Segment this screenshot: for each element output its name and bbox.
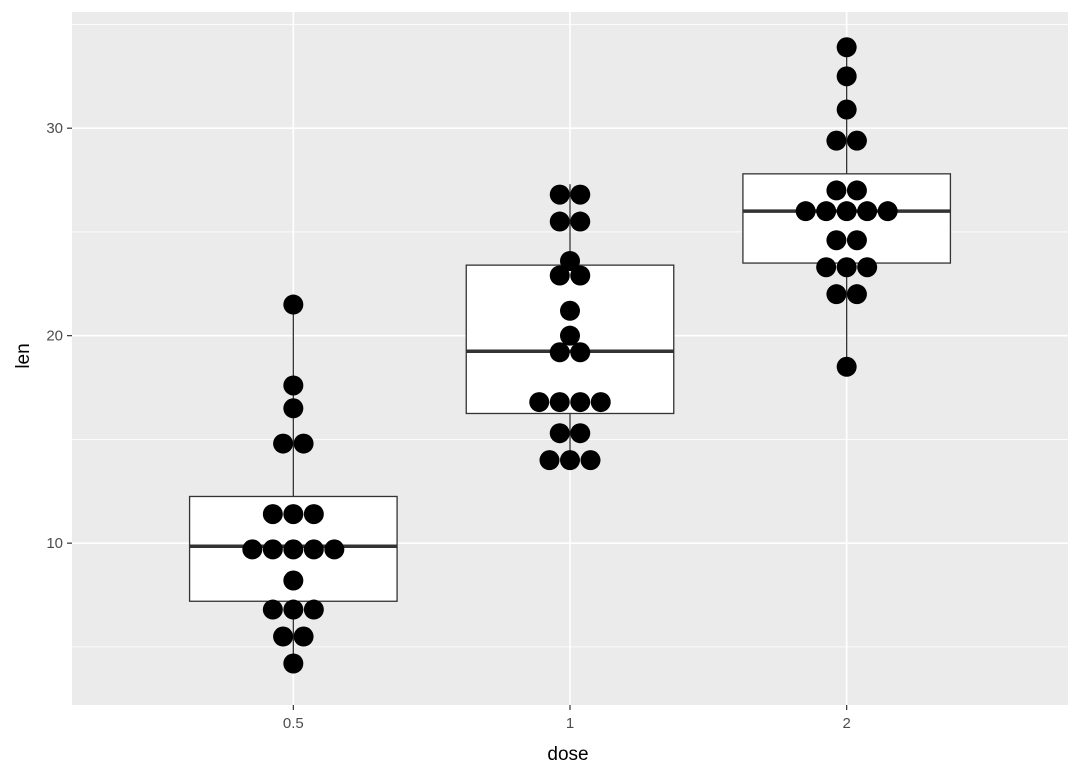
x-axis: 0.5 1 2 bbox=[283, 705, 851, 732]
data-point bbox=[836, 201, 857, 222]
data-point bbox=[560, 325, 580, 346]
y-tick-label: 10 bbox=[46, 535, 63, 552]
data-point bbox=[857, 201, 878, 222]
data-point bbox=[816, 257, 837, 278]
data-point bbox=[560, 450, 580, 471]
dots-0.5 bbox=[242, 294, 345, 674]
data-point bbox=[283, 653, 304, 674]
data-point bbox=[262, 539, 283, 560]
data-point bbox=[293, 433, 314, 454]
data-point bbox=[846, 230, 867, 251]
y-tick-label: 20 bbox=[46, 328, 63, 345]
data-point bbox=[262, 599, 283, 620]
dot-layer bbox=[242, 37, 898, 674]
data-point bbox=[549, 265, 570, 286]
data-point bbox=[836, 99, 857, 120]
data-point bbox=[324, 539, 345, 560]
x-tick-label: 1 bbox=[566, 715, 574, 732]
data-point bbox=[570, 211, 591, 232]
data-point bbox=[570, 392, 591, 413]
y-tick-label: 30 bbox=[46, 120, 63, 137]
data-point bbox=[549, 184, 570, 205]
data-point bbox=[570, 265, 591, 286]
x-axis-title: dose bbox=[547, 744, 588, 765]
data-point bbox=[293, 626, 314, 647]
data-point bbox=[283, 294, 304, 315]
data-point bbox=[877, 201, 898, 222]
data-point bbox=[836, 66, 857, 87]
data-point bbox=[560, 300, 580, 321]
data-point bbox=[590, 392, 611, 413]
x-tick-label: 0.5 bbox=[283, 715, 304, 732]
data-point bbox=[242, 539, 263, 560]
data-point bbox=[795, 201, 816, 222]
data-point bbox=[570, 184, 591, 205]
data-point bbox=[816, 201, 837, 222]
data-point bbox=[529, 392, 550, 413]
data-point bbox=[846, 180, 867, 201]
y-axis: 10 20 30 bbox=[46, 120, 72, 552]
data-point bbox=[539, 450, 560, 471]
data-point bbox=[283, 539, 304, 560]
data-point bbox=[836, 356, 857, 377]
data-point bbox=[303, 539, 324, 560]
data-point bbox=[826, 284, 847, 305]
data-point bbox=[283, 599, 304, 620]
data-point bbox=[836, 37, 857, 58]
dots-1 bbox=[529, 184, 611, 471]
data-point bbox=[549, 211, 570, 232]
data-point bbox=[549, 423, 570, 444]
data-point bbox=[570, 342, 591, 363]
data-point bbox=[283, 504, 304, 525]
data-point bbox=[283, 570, 304, 591]
data-point bbox=[846, 130, 867, 151]
data-point bbox=[836, 257, 857, 278]
y-axis-title: len bbox=[13, 343, 34, 368]
data-point bbox=[580, 450, 601, 471]
data-point bbox=[262, 504, 283, 525]
data-point bbox=[283, 375, 304, 396]
data-point bbox=[303, 504, 324, 525]
data-point bbox=[826, 230, 847, 251]
data-point bbox=[826, 180, 847, 201]
data-point bbox=[273, 433, 294, 454]
data-point bbox=[570, 423, 591, 444]
data-point bbox=[826, 130, 847, 151]
dots-2 bbox=[795, 37, 898, 377]
data-point bbox=[283, 398, 304, 419]
data-point bbox=[549, 392, 570, 413]
data-point bbox=[303, 599, 324, 620]
data-point bbox=[857, 257, 878, 278]
data-point bbox=[549, 342, 570, 363]
x-tick-label: 2 bbox=[842, 715, 850, 732]
data-point bbox=[273, 626, 294, 647]
data-point bbox=[560, 250, 580, 271]
data-point bbox=[846, 284, 867, 305]
